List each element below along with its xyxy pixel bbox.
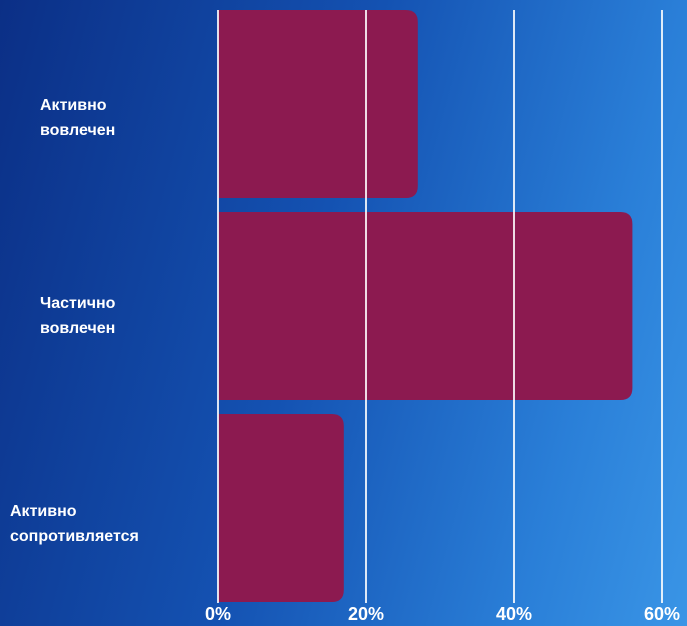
bar-0 — [218, 10, 418, 198]
x-tick-label: 60% — [644, 604, 680, 624]
category-label-line: Частично — [40, 295, 116, 312]
x-axis-tick-labels: 0% 20% 40% 60% — [205, 604, 680, 624]
bar-2 — [218, 414, 344, 602]
x-tick-label: 20% — [348, 604, 384, 624]
bars-layer — [218, 10, 632, 602]
category-label-0: Активно вовлечен — [40, 97, 115, 139]
category-label-line: сопротивляется — [10, 528, 139, 545]
category-label-line: вовлечен — [40, 122, 115, 139]
category-label-2: Активно сопротивляется — [10, 503, 139, 545]
x-tick-label: 40% — [496, 604, 532, 624]
category-label-line: Активно — [40, 97, 107, 114]
category-label-line: вовлечен — [40, 320, 115, 337]
category-label-line: Активно — [10, 503, 77, 520]
x-tick-label: 0% — [205, 604, 231, 624]
bar-1 — [218, 212, 632, 400]
category-label-1: Частично вовлечен — [40, 295, 116, 337]
category-labels: Активно вовлечен Частично вовлечен Активно со… — [10, 97, 139, 545]
